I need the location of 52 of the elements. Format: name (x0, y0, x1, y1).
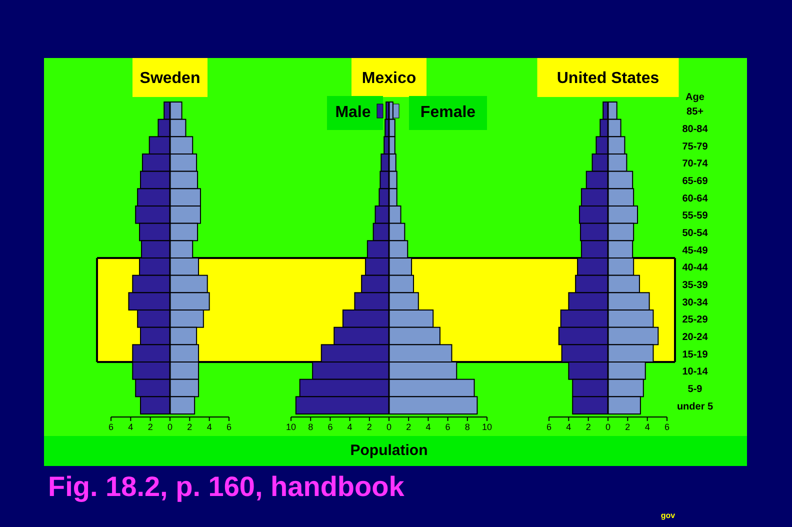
x-tick-label: 2 (148, 422, 153, 432)
x-tick-label: 6 (328, 422, 333, 432)
chart-title: United States (556, 70, 660, 87)
x-tick-label: 4 (347, 422, 352, 432)
y-tick-label: 35-39 (682, 280, 708, 291)
y-tick-label: 25-29 (682, 314, 708, 326)
x-tick-label: 2 (187, 422, 192, 432)
x-tick-label: 4 (206, 422, 212, 432)
y-tick-label: 75-79 (682, 141, 708, 152)
x-tick-label: 4 (566, 422, 572, 432)
y-tick-label: under 5 (676, 401, 714, 412)
x-tick-label: 0 (605, 422, 611, 432)
x-tick-label: 6 (108, 422, 114, 432)
y-tick-label: 15-19 (682, 349, 708, 360)
y-tick-label: 20-24 (682, 332, 708, 343)
text: gov (660, 511, 676, 520)
legend-label: Female (420, 104, 476, 121)
x-tick-label: 0 (386, 422, 392, 432)
y-tick-label: 30-34 (682, 297, 708, 308)
y-tick-label: 65-69 (682, 176, 708, 187)
x-tick-label: 10 (286, 422, 296, 432)
x-tick-label: 0 (167, 422, 173, 432)
x-tick-label: 4 (644, 422, 650, 432)
y-tick-label: 10-14 (682, 366, 708, 378)
x-tick-label: 6 (546, 422, 552, 432)
x-tick-label: 6 (226, 422, 232, 432)
x-tick-label: 2 (586, 422, 591, 432)
x-tick-label: 8 (464, 422, 470, 432)
x-tick-label: 4 (426, 422, 431, 432)
x-axis-title: Population (350, 442, 428, 459)
y-tick-label: 60-64 (682, 193, 708, 204)
y-tick-label: 80-84 (682, 124, 708, 135)
x-tick-label: 6 (664, 422, 670, 432)
x-tick-label: 10 (482, 422, 492, 432)
y-tick-label: 5-9 (688, 384, 703, 395)
x-tick-label: 4 (128, 422, 134, 432)
caption: Fig. 18.2, p. 160, handbook (48, 471, 405, 502)
y-axis-title: Age (686, 92, 705, 103)
y-tick-label: 55-59 (682, 210, 708, 222)
y-tick-label: 50-54 (682, 228, 708, 239)
series-label: Male (335, 104, 371, 121)
y-tick-label: 85+ (686, 106, 704, 118)
chart-title: Mexico (362, 70, 416, 87)
x-tick-label: 2 (625, 422, 630, 432)
y-tick-label: 40-44 (682, 262, 708, 274)
y-tick-label: 70-74 (682, 158, 708, 170)
x-tick-label: 2 (366, 422, 372, 432)
x-tick-label: 8 (308, 422, 314, 432)
chart-title: Sweden (140, 70, 200, 87)
x-tick-label: 2 (406, 422, 412, 432)
x-tick-label: 6 (445, 422, 450, 432)
y-tick-label: 45-49 (682, 245, 708, 256)
